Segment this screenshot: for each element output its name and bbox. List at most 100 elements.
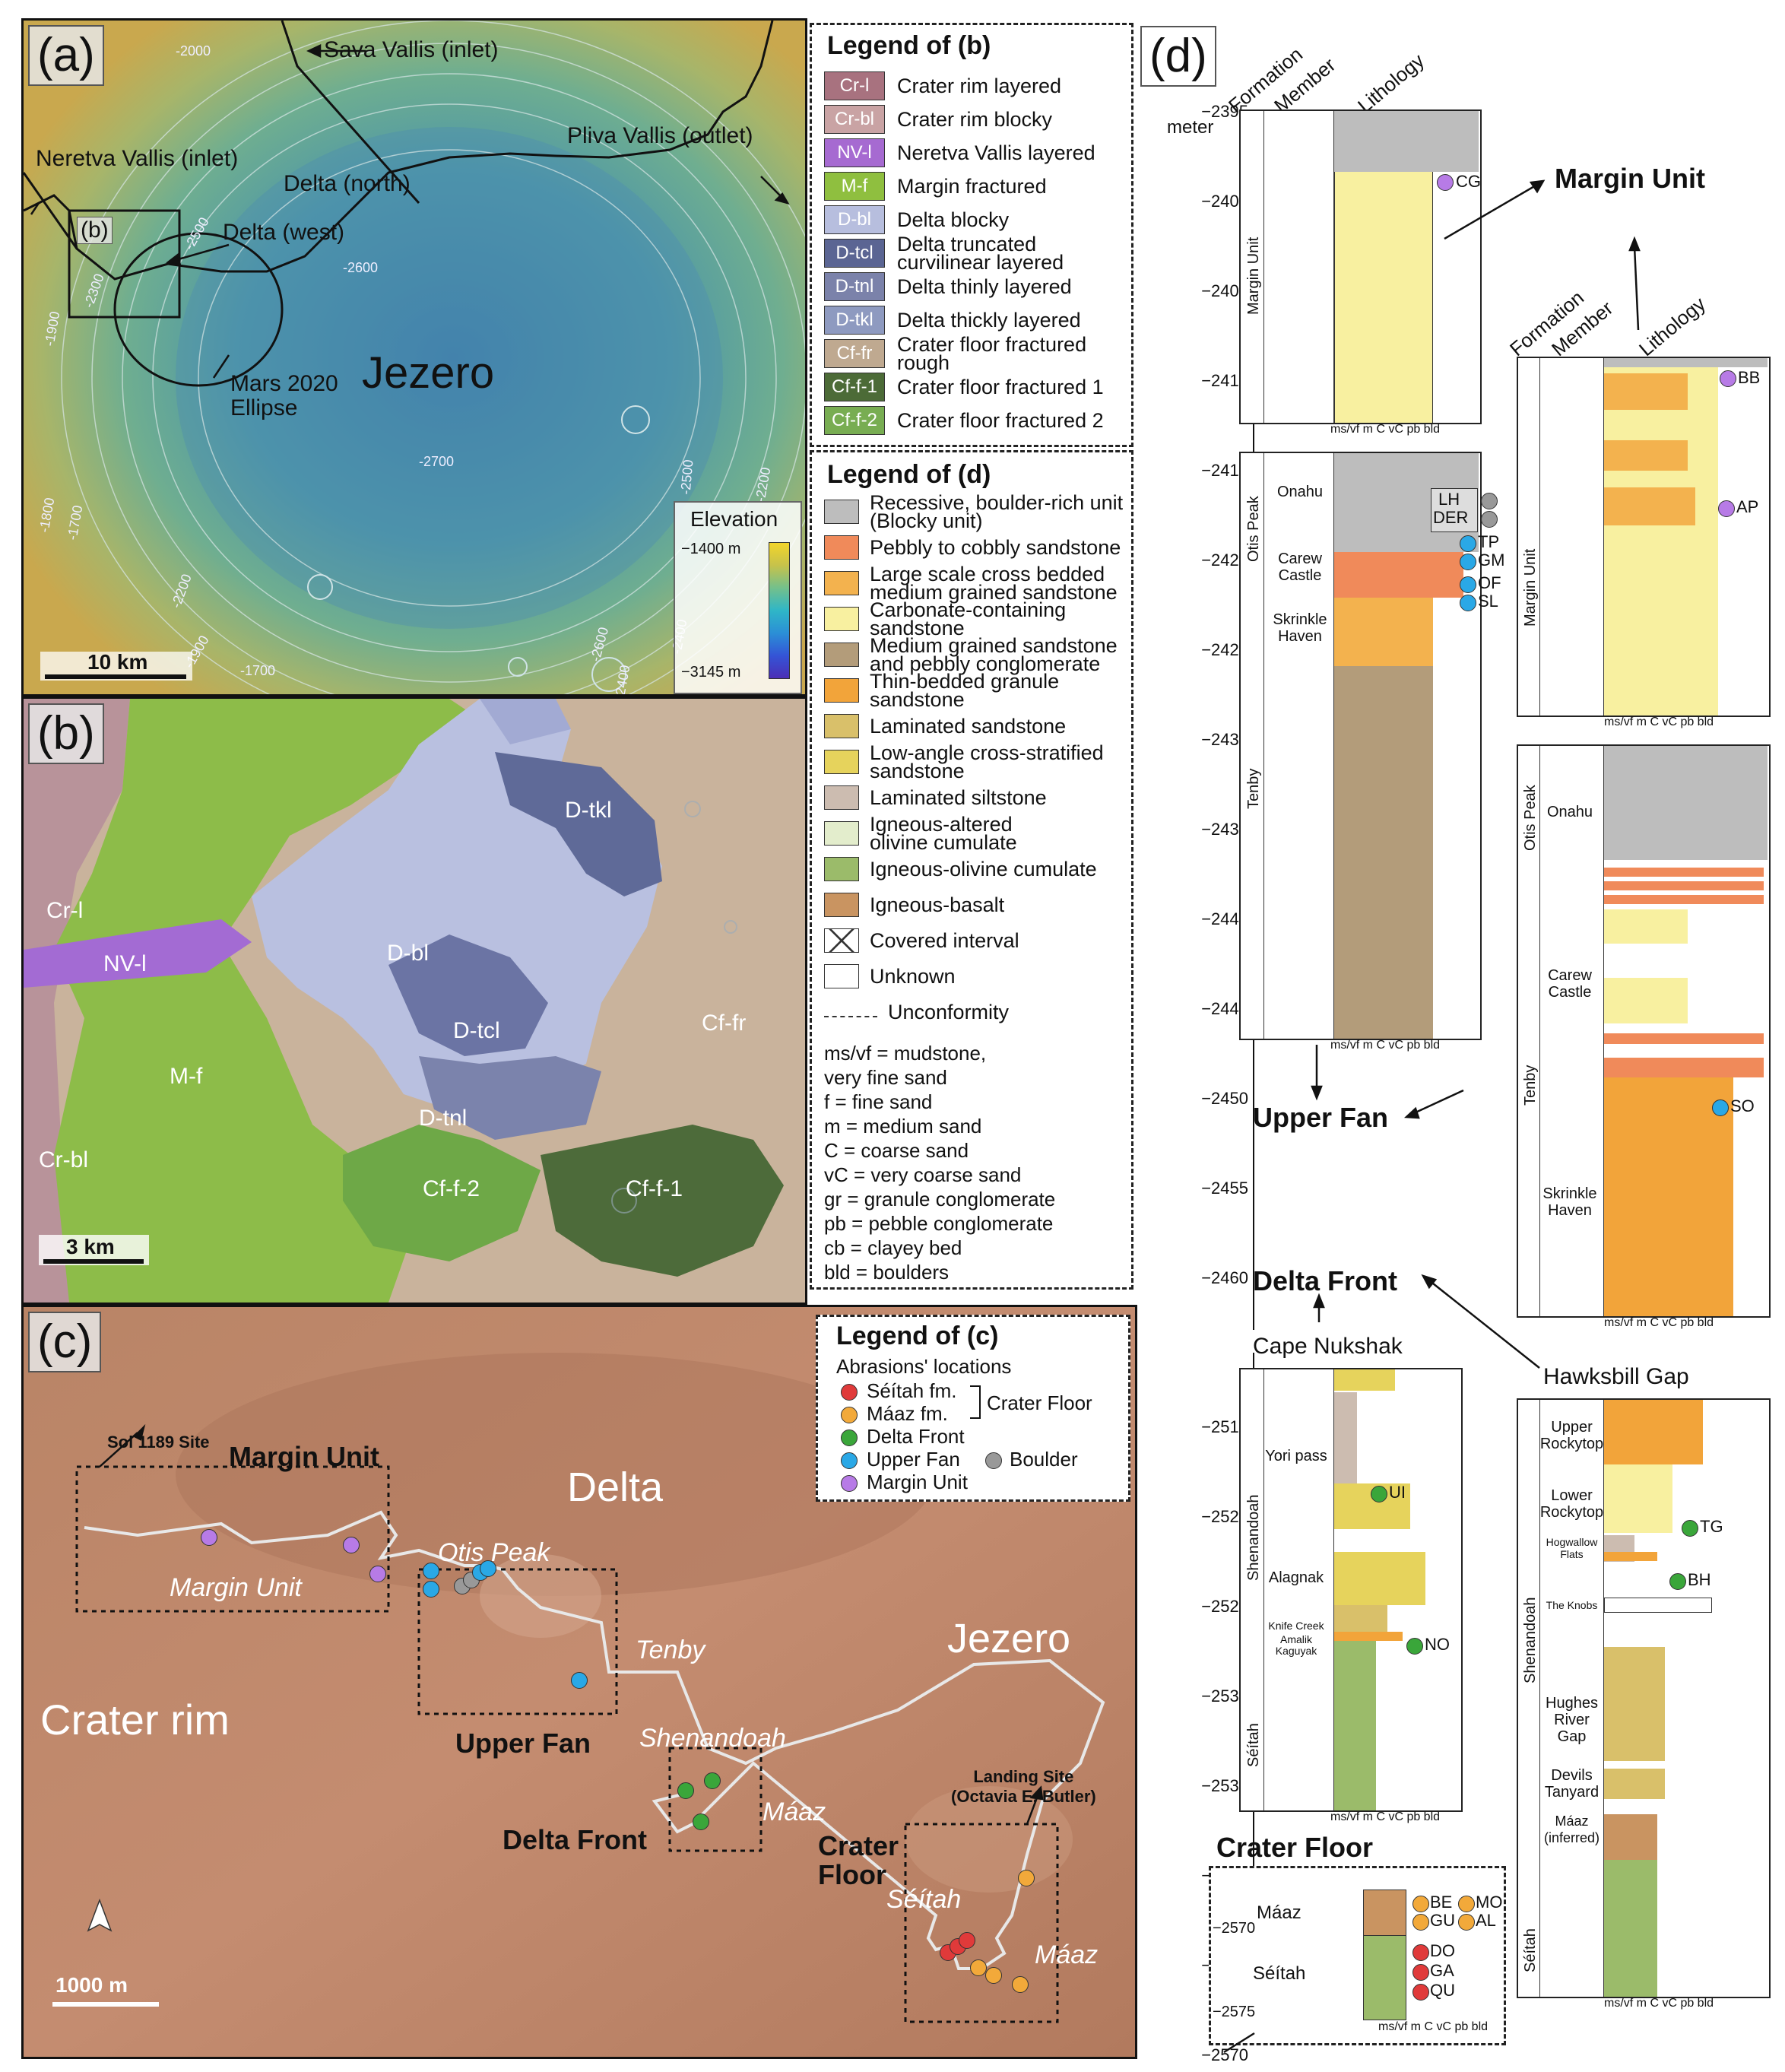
formation-divider: [1263, 1369, 1264, 1810]
member-divider: [1333, 111, 1334, 423]
formation-seitah: Séítah: [1245, 1723, 1262, 1767]
maaz-abrasion-dot: [985, 1967, 1002, 1984]
sample-tp: TP: [1478, 532, 1500, 551]
sample-bh: BH: [1688, 1570, 1711, 1589]
legend-d-label: Large scale cross bedded medium grained …: [870, 563, 1118, 604]
crater-floor-inset: Máaz Séítah −2570 −2575 BE MO GU AL DO G…: [1209, 1866, 1506, 2045]
member-onahu: Onahu: [1276, 484, 1324, 500]
legend-d-abbreviation: f = fine sand: [824, 1090, 933, 1113]
sample-bb: BB: [1738, 368, 1761, 387]
unit-label-d-bl: D-bl: [387, 941, 430, 966]
sample-der: DER: [1433, 508, 1469, 527]
legend-c-seitah-label: Séítah fm.: [867, 1379, 957, 1402]
hawks-basalt: [1604, 1814, 1657, 1860]
margin-unit-right-section: [1517, 357, 1771, 717]
legend-b-item: Cf-f-2 Crater floor fractured 2: [824, 405, 1104, 436]
member-amalik: Amalik: [1279, 1633, 1312, 1645]
legend-c: Legend of (c) Abrasions' locations Séíta…: [816, 1315, 1130, 1502]
tenby-label: Tenby: [636, 1636, 705, 1664]
margin-blocky-unit: [1334, 111, 1479, 172]
legend-d-abbreviation: C = coarse sand: [824, 1139, 969, 1162]
sample-ui: UI: [1389, 1483, 1406, 1502]
y-axis-tick-label: −2570: [1201, 2045, 1248, 2064]
legend-c-seitah-dot: [841, 1384, 858, 1401]
sample-of: OF: [1478, 573, 1501, 592]
right-carbonate-1: [1604, 909, 1688, 944]
right-pebbly-3: [1604, 895, 1764, 904]
legend-b-item: Cf-f-1 Crater floor fractured 1: [824, 372, 1104, 402]
margin-unit-abrasion-dot: [201, 1529, 217, 1546]
legend-b-swatch: Cr-l: [824, 71, 885, 100]
legend-d-item: Thin-bedded granule sandstone: [824, 671, 1059, 710]
sava-vallis-label: Sava Vallis (inlet): [324, 37, 499, 62]
mars2020-ellipse-label: Mars 2020 Ellipse: [230, 371, 338, 420]
grain-size-axis: ms/vf m C vC pb bld: [1330, 423, 1441, 436]
scale-bar-b: 3 km: [39, 1235, 149, 1265]
hawksbill-gap-section: [1517, 1398, 1771, 1998]
legend-d-label: Igneous-altered olivine cumulate: [870, 813, 1017, 854]
hawks-knobs: [1604, 1598, 1712, 1613]
panel-c-label: (c): [28, 1312, 102, 1372]
maaz-label-1: Máaz: [763, 1798, 826, 1826]
legend-d-label: Unknown: [870, 965, 956, 988]
sample-al: AL: [1476, 1911, 1496, 1930]
legend-d-label: Laminated sandstone: [870, 715, 1067, 738]
scale-bar-c-line: [52, 2002, 159, 2007]
formation-shenandoah: Shenandoah: [1245, 1494, 1262, 1581]
legend-d-swatch: [824, 750, 859, 774]
legend-d-item: Covered interval: [824, 925, 1019, 956]
legend-b-swatch: D-tnl: [824, 272, 885, 301]
unit-label-cr-l: Cr-l: [46, 898, 84, 923]
inset-b-label: (b): [77, 217, 113, 244]
legend-b-label: Crater floor fractured 1: [897, 376, 1104, 398]
formation-shenandoah-right: Shenandoah: [1522, 1597, 1539, 1683]
sample-gm: GM: [1478, 551, 1505, 570]
unit-label-d-tkl: D-tkl: [565, 798, 612, 823]
jezero-c-label: Jezero: [947, 1616, 1071, 1661]
member-hogwallow-flats: Hogwallow Flats: [1546, 1536, 1598, 1560]
hawks-devils-tanyard: [1604, 1769, 1665, 1799]
legend-d-item: Unknown: [824, 961, 956, 992]
legend-d-label: Medium grained sandstone and pebbly cong…: [870, 634, 1118, 675]
legend-d-swatch: [824, 678, 859, 703]
y-axis-tick-label: −2455: [1201, 1179, 1248, 1198]
legend-b-swatch: D-tcl: [824, 239, 885, 268]
upper-fan-sample-dot: [1460, 595, 1476, 611]
cf-tick-1: −2570: [1213, 1920, 1256, 1937]
legend-b-item: D-tkl Delta thickly layered: [824, 305, 1081, 335]
upper-fan-abrasion-dot: [423, 1563, 439, 1579]
y-axis-tick-label: −2525: [1201, 1597, 1248, 1616]
elevation-colorbar: [769, 542, 790, 679]
legend-d-item: Low-angle cross-stratified sandstone: [824, 743, 1104, 782]
upper-fan-sample-dot: [1460, 535, 1476, 552]
legend-c-maaz-label: Máaz fm.: [867, 1402, 948, 1425]
hawks-hughes-river: [1604, 1647, 1665, 1761]
legend-d-abbreviation: gr = granule conglomerate: [824, 1188, 1056, 1211]
y-axis-tick-label: −2460: [1201, 1268, 1248, 1287]
scale-bar-b-label: 3 km: [66, 1235, 115, 1258]
legend-b-item: M-f Margin fractured: [824, 171, 1047, 201]
member-maaz-inferred: Máaz (inferred): [1543, 1813, 1600, 1845]
member-onahu-right: Onahu: [1546, 804, 1593, 820]
y-axis-tick-label: −2450: [1201, 1089, 1248, 1108]
formation-tenby-right: Tenby: [1522, 1065, 1539, 1106]
contour-label: -2500: [677, 459, 696, 496]
panel-a-label: (a): [28, 25, 104, 86]
member-knife-creek: Knife Creek: [1268, 1620, 1324, 1632]
formation-divider: [1263, 111, 1264, 423]
legend-b-swatch: Cf-fr: [824, 339, 885, 368]
legend-d-item: Recessive, boulder-rich unit (Blocky uni…: [824, 493, 1123, 531]
formation-divider: [1263, 453, 1264, 1039]
upper-fan-sample-dot: [1712, 1099, 1729, 1116]
sample-so: SO: [1730, 1096, 1755, 1115]
panel-b-geologic-map: (b) D-tkl Cr-l NV-l D-bl D-tcl M-f Cf-fr…: [21, 696, 807, 1305]
margin-unit-abrasion-dot: [369, 1566, 386, 1582]
grain-size-axis: ms/vf m C vC pb bld: [1604, 1316, 1714, 1329]
header-lithology: Lithology: [1353, 49, 1429, 118]
hawks-upper-rockytop: [1604, 1400, 1703, 1464]
legend-d-label: Laminated siltstone: [870, 786, 1047, 809]
member-devils-tanyard: Devils Tanyard: [1544, 1767, 1600, 1801]
boulder-sample-dot: [1481, 493, 1498, 509]
legend-d-abbreviation: m = medium sand: [824, 1115, 982, 1138]
legend-c-bracket-label: Crater Floor: [987, 1391, 1092, 1414]
